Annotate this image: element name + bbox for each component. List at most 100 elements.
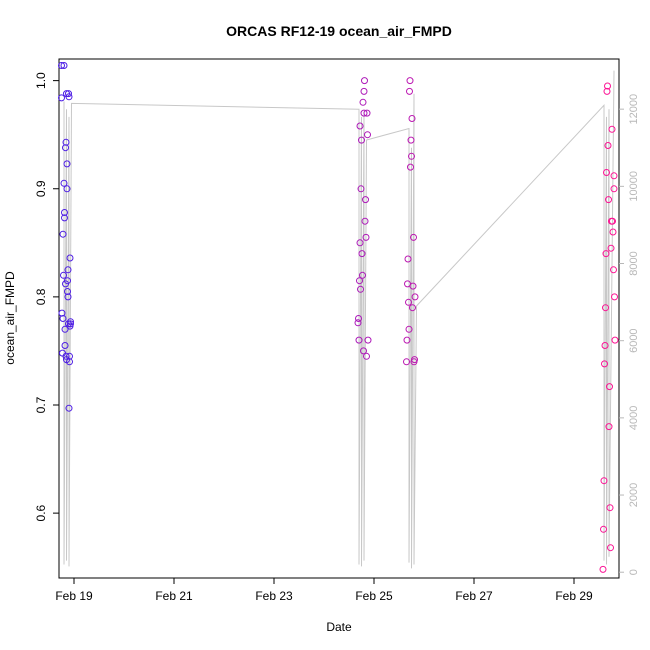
data-point (408, 115, 416, 122)
data-point (63, 185, 71, 193)
data-point (355, 315, 362, 322)
y-axis-label: ocean_air_FMPD (3, 271, 17, 365)
data-point (403, 336, 411, 344)
data-point (360, 347, 367, 355)
data-point (58, 94, 65, 102)
x-tick-label: Feb 25 (355, 589, 393, 603)
chart-title: ORCAS RF12-19 ocean_air_FMPD (226, 23, 452, 39)
data-point (65, 404, 73, 412)
data-point (64, 293, 72, 301)
data-point (360, 109, 368, 117)
data-point (61, 214, 68, 222)
data-point (358, 250, 366, 258)
y-tick-label: 1.0 (34, 72, 48, 89)
data-point (357, 185, 365, 193)
data-point (605, 196, 612, 204)
data-point (66, 352, 73, 360)
data-point (59, 315, 67, 322)
data-point (406, 77, 414, 85)
x-tick-label: Feb 21 (155, 589, 193, 603)
data-point (411, 356, 418, 364)
x-tick-label: Feb 29 (555, 589, 593, 603)
data-point (408, 152, 415, 160)
data-point (611, 293, 618, 301)
data-point (361, 77, 368, 85)
data-point (607, 544, 614, 552)
data-point (409, 304, 416, 312)
data-point (58, 62, 65, 69)
data-point (409, 282, 417, 290)
scatter-points-layer (58, 62, 619, 573)
data-point (600, 525, 607, 533)
data-point (360, 87, 368, 95)
data-point (609, 228, 617, 236)
data-point (359, 271, 366, 279)
data-point (609, 217, 616, 225)
data-point (65, 93, 73, 101)
data-point (67, 320, 74, 328)
data-point (600, 477, 608, 485)
data-point (61, 325, 69, 333)
data-point (608, 125, 616, 133)
data-point (61, 342, 69, 349)
y-tick-label: 0.6 (34, 504, 48, 521)
data-point (358, 136, 365, 144)
data-point (601, 360, 608, 368)
data-point (606, 383, 613, 391)
y-tick-label: 0.9 (34, 180, 48, 197)
x-tick-label: Feb 27 (455, 589, 493, 603)
data-point (64, 277, 71, 285)
data-point (60, 62, 68, 69)
data-point (357, 285, 364, 293)
data-point (603, 169, 610, 176)
data-point (66, 254, 74, 262)
altitude-axis: 0 2000 4000 6000 8000 10000 12000 (619, 94, 640, 575)
data-point (356, 277, 363, 285)
altitude-tick-label: 6000 (628, 328, 640, 352)
altitude-tick-label: 4000 (628, 406, 640, 430)
data-point (363, 352, 370, 360)
altitude-tick-label: 12000 (628, 94, 640, 125)
data-point (602, 250, 610, 258)
data-point (364, 131, 371, 139)
data-point (63, 160, 71, 168)
data-point (62, 138, 70, 146)
data-point (361, 217, 369, 225)
data-point (60, 271, 67, 279)
data-point (356, 122, 364, 130)
data-point (356, 239, 364, 247)
data-point (599, 565, 607, 573)
data-point (410, 233, 417, 241)
data-point (602, 304, 609, 312)
data-point (362, 196, 369, 204)
data-point (64, 288, 71, 295)
data-point (404, 255, 412, 263)
data-point (355, 336, 363, 344)
data-point (406, 87, 413, 95)
data-point (59, 230, 67, 238)
altitude-trace-layer (63, 70, 615, 569)
data-point (364, 336, 372, 344)
data-point (67, 318, 74, 326)
data-point (607, 244, 615, 252)
data-point (603, 87, 611, 95)
x-axis: Feb 19 Feb 21 Feb 23 Feb 25 Feb 27 Feb 29 (55, 578, 593, 603)
data-point (60, 179, 68, 187)
data-point (61, 209, 68, 216)
data-point (611, 336, 619, 344)
y-axis: 0.6 0.7 0.8 0.9 1.0 (34, 72, 59, 521)
data-point (610, 266, 617, 274)
data-point (403, 358, 410, 366)
data-point (62, 352, 70, 360)
data-point (411, 293, 419, 301)
data-point (359, 98, 367, 106)
altitude-tick-label: 8000 (628, 251, 640, 275)
data-point (604, 142, 612, 149)
data-point (65, 90, 72, 98)
data-point (407, 136, 415, 144)
data-point (610, 185, 618, 193)
data-point (605, 423, 613, 431)
data-point (604, 82, 611, 90)
data-point (363, 109, 371, 117)
